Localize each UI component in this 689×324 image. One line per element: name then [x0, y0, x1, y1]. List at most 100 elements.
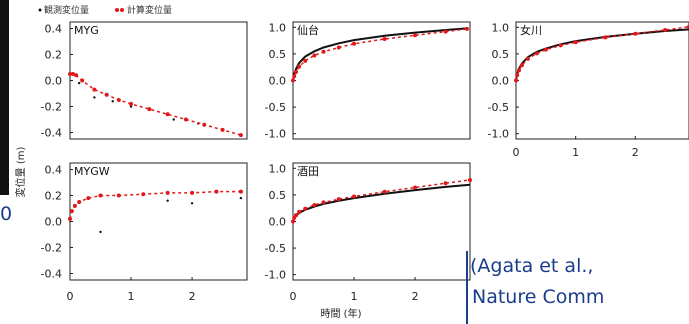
observed-point — [99, 230, 102, 234]
observed-point — [190, 202, 194, 205]
panel-title: 酒田 — [297, 165, 319, 178]
y-tick-label: 0.5 — [269, 189, 287, 202]
computed-point — [321, 49, 326, 54]
computed-point — [514, 78, 518, 83]
computed-point — [202, 122, 207, 127]
computed-point — [98, 193, 103, 198]
computed-point — [294, 69, 299, 74]
computed-point — [291, 78, 295, 83]
y-tick-label: -0.5 — [265, 101, 286, 114]
x-tick-label: 2 — [189, 290, 196, 303]
computed-point — [69, 209, 74, 214]
panel-title: 仙台 — [297, 23, 319, 37]
computed-point — [297, 209, 302, 214]
x-tick-label: 2 — [412, 290, 419, 303]
computed-point — [516, 68, 521, 73]
computed-point — [468, 178, 472, 183]
fragment-number: 0 — [0, 203, 12, 225]
computed-point — [294, 213, 299, 218]
computed-point — [352, 194, 357, 199]
panel-frame — [292, 21, 471, 140]
panel: MYG 0.4 0.2 0.0 -0.2 -0.4 — [41, 21, 248, 140]
y-tick-label: 0.0 — [269, 216, 287, 229]
computed-point — [321, 200, 326, 205]
computed-point — [519, 63, 524, 68]
computed-point — [214, 189, 219, 194]
legend-observed-label: 観測変位量 — [44, 4, 89, 16]
panel: MYGW 0.4 0.2 0.0 -0.2 -0.4 0 1 2 — [41, 162, 248, 303]
y-tick-label: 0.0 — [492, 75, 510, 88]
computed-point — [116, 193, 121, 198]
computed-point — [68, 72, 72, 76]
computed-point — [68, 216, 72, 221]
y-tick-label: -0.4 — [41, 268, 62, 281]
observed-point — [111, 100, 114, 103]
computed-point — [297, 64, 302, 69]
x-tick-label: 0 — [67, 290, 74, 303]
y-tick-label: 0.0 — [269, 75, 287, 88]
legend-computed-marker — [120, 8, 124, 12]
computed-point — [238, 189, 243, 194]
citation-line-1: (Agata et al., — [470, 255, 593, 277]
y-tick-label: 0.4 — [45, 23, 63, 36]
y-tick-label: -0.2 — [41, 242, 62, 255]
left-strip — [0, 0, 9, 195]
observed-point — [93, 96, 96, 99]
computed-point — [515, 73, 520, 78]
panel: 酒田 1.0 0.5 0.0 -0.5 -1.0 0 1 2 — [265, 162, 472, 303]
computed-point — [147, 107, 152, 112]
computed-point — [382, 189, 387, 194]
computed-point — [165, 190, 170, 195]
observed-point — [239, 196, 243, 200]
computed-point — [80, 78, 85, 83]
y-axis-label: 変位量 (m) — [14, 147, 27, 198]
citation-line-2: Nature Comm — [472, 286, 604, 308]
computed-point — [543, 47, 548, 52]
panel-title: 女川 — [520, 23, 542, 37]
computed-point — [74, 73, 79, 78]
observed-series-line — [292, 27, 467, 81]
computed-point — [443, 181, 448, 186]
y-tick-label: 0.5 — [492, 48, 510, 61]
legend-computed-label: 計算変位量 — [127, 4, 172, 16]
computed-point — [464, 26, 469, 31]
computed-point — [303, 58, 308, 63]
y-tick-label: -0.5 — [488, 101, 509, 114]
legend: 観測変位量 計算変位量 — [38, 4, 172, 16]
computed-point — [633, 31, 638, 36]
computed-point — [336, 45, 341, 50]
panel-frame — [515, 21, 689, 140]
y-tick-label: 1.0 — [492, 21, 510, 34]
computed-point — [525, 56, 530, 61]
y-tick-label: 1.0 — [269, 162, 287, 175]
y-tick-label: -0.5 — [265, 242, 286, 255]
computed-point — [104, 92, 109, 97]
panel: 女川 1.0 0.5 0.0 -0.5 -1.0 0 1 2 — [488, 21, 689, 159]
computed-point — [352, 41, 357, 46]
y-tick-label: -0.4 — [41, 127, 62, 140]
computed-point — [573, 40, 578, 45]
y-tick-label: 0.2 — [45, 49, 63, 62]
computed-point — [413, 185, 418, 190]
computed-point — [72, 203, 77, 208]
observed-point — [166, 199, 169, 202]
computed-point — [77, 200, 82, 204]
y-tick-label: 0.0 — [45, 216, 63, 229]
panel-title: MYG — [74, 24, 99, 37]
computed-point — [291, 219, 295, 224]
y-tick-label: -1.0 — [488, 128, 509, 141]
x-tick-label: 0 — [290, 290, 297, 303]
x-tick-label: 1 — [351, 290, 358, 303]
panel: 仙台 1.0 0.5 0.0 -0.5 -1.0 — [265, 21, 471, 141]
computed-point — [603, 35, 608, 40]
computed-point — [382, 37, 387, 42]
computed-point — [238, 133, 243, 138]
x-tick-label: 0 — [513, 146, 520, 159]
panel-frame — [69, 21, 248, 140]
computed-point — [558, 43, 563, 48]
panel-frame — [69, 162, 248, 281]
observed-point — [129, 105, 133, 108]
computed-point — [312, 53, 317, 58]
legend-observed-marker — [38, 8, 42, 12]
computed-point — [86, 196, 91, 201]
